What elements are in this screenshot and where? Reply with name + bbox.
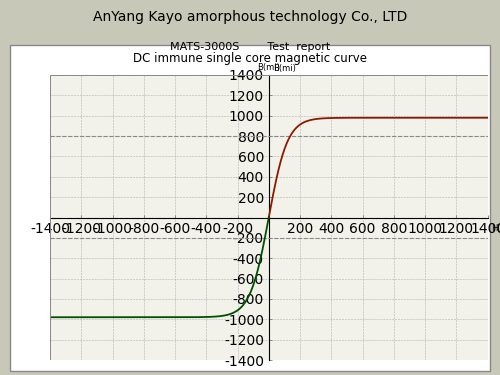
Text: B(mi): B(mi) <box>274 64 296 73</box>
Text: MATS-3000S        Test  report: MATS-3000S Test report <box>170 42 330 52</box>
Text: B(mi): B(mi) <box>258 63 280 72</box>
Text: H(A/m): H(A/m) <box>490 224 500 232</box>
Text: DC immune single core magnetic curve: DC immune single core magnetic curve <box>133 52 367 64</box>
Text: AnYang Kayo amorphous technology Co., LTD: AnYang Kayo amorphous technology Co., LT… <box>93 10 407 24</box>
